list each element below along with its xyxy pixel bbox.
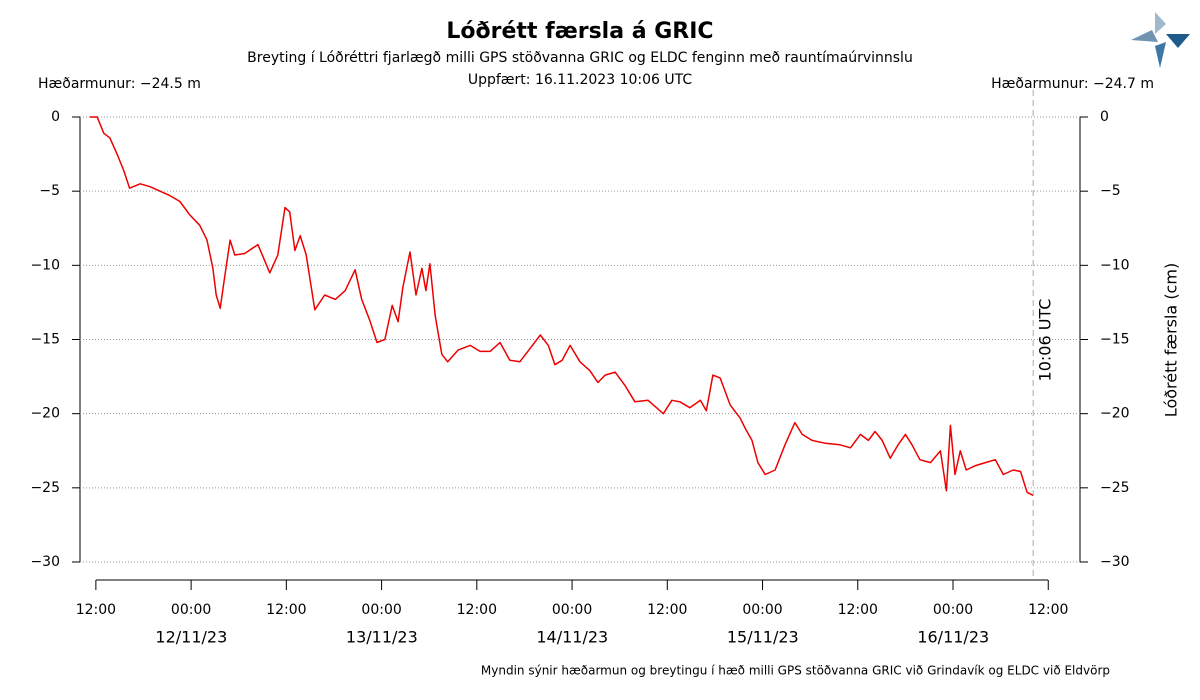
x-tick-label: 12:00: [266, 602, 306, 618]
x-tick-label: 12:00: [838, 602, 878, 618]
now-label: 10:06 UTC: [1036, 299, 1055, 382]
chart-subtitle: Breyting í Lóðréttri fjarlægð milli GPS …: [247, 50, 913, 66]
y-tick-label: 0: [51, 109, 60, 125]
x-tick-label: 12:00: [76, 602, 116, 618]
date-label: 16/11/23: [917, 628, 989, 647]
y2-tick-label: −5: [1100, 183, 1121, 199]
date-label: 13/11/23: [346, 628, 418, 647]
y2-tick-label: −10: [1100, 257, 1130, 273]
y2-tick-label: 0: [1100, 109, 1109, 125]
right-note: Hæðarmunur: −24.7 m: [991, 76, 1154, 92]
y-tick-label: −15: [30, 332, 60, 348]
updated-text: Uppfært: 16.11.2023 10:06 UTC: [468, 72, 692, 88]
y2-tick-label: −20: [1100, 406, 1130, 422]
y-tick-label: −25: [30, 480, 60, 496]
x-tick-label: 00:00: [742, 602, 782, 618]
data-line: [89, 116, 1034, 496]
x-tick-label: 12:00: [1028, 602, 1068, 618]
footer: Myndin sýnir hæðarmun og breytingu í hæð…: [481, 664, 1110, 678]
date-label: 14/11/23: [536, 628, 608, 647]
y-tick-label: −20: [30, 406, 60, 422]
chart-title: Lóðrétt færsla á GRIC: [446, 19, 713, 44]
y2-tick-label: −25: [1100, 480, 1130, 496]
x-tick-label: 00:00: [933, 602, 973, 618]
x-tick-label: 00:00: [171, 602, 211, 618]
x-tick-label: 00:00: [552, 602, 592, 618]
logo: [1131, 12, 1190, 68]
y-tick-label: −10: [30, 257, 60, 273]
y-tick-label: −30: [30, 554, 60, 570]
y2-axis-label: Lóðrétt færsla (cm): [1162, 263, 1181, 417]
y2-tick-label: −15: [1100, 332, 1130, 348]
date-label: 15/11/23: [727, 628, 799, 647]
left-note: Hæðarmunur: −24.5 m: [38, 76, 201, 92]
x-tick-label: 12:00: [647, 602, 687, 618]
x-tick-label: 12:00: [457, 602, 497, 618]
date-label: 12/11/23: [155, 628, 227, 647]
x-tick-label: 00:00: [361, 602, 401, 618]
y2-tick-label: −30: [1100, 554, 1130, 570]
y-tick-label: −5: [39, 183, 60, 199]
